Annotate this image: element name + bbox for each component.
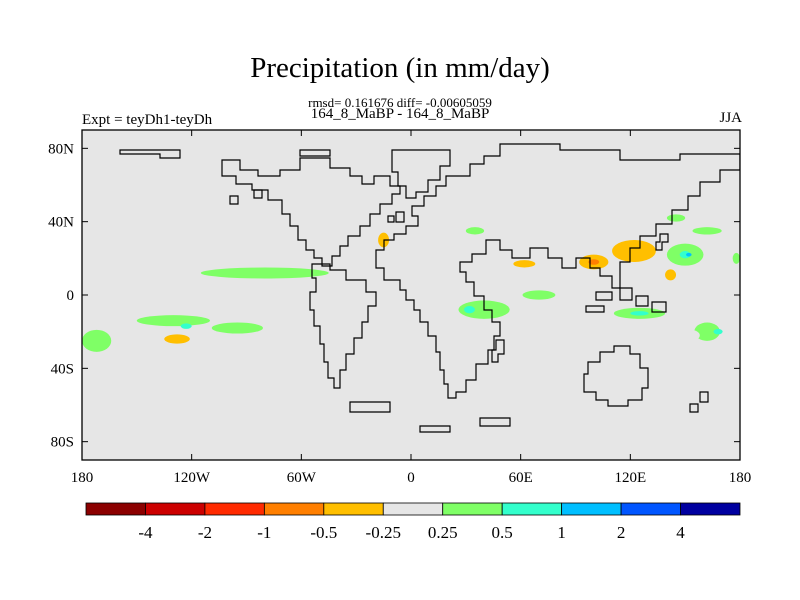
anomaly-15 [389,197,415,209]
coastline-north-america [221,157,401,267]
anomaly-29 [588,259,600,265]
anomaly-6 [202,340,254,352]
y-tick-label-2: 0 [67,288,75,304]
anomaly-8 [136,315,210,327]
anomaly-36 [679,251,691,259]
coastline-new-zealand [689,391,709,413]
axis-ticks: 180 120W 60W 0 60E 120E 180 80N 40N 0 40S 80S [48,130,751,486]
coastline-eurasia-africa [375,143,740,399]
colorbar-label-1: -2 [198,523,212,542]
anomaly-9 [180,323,192,329]
x-tick-label-4: 60E [509,470,533,486]
coastline-maritime [585,287,667,313]
colorbar-swatch-4 [323,502,384,516]
anomaly-30 [612,240,656,262]
anomaly-43 [713,328,723,335]
anomaly-37 [686,252,692,257]
anomaly-layer [82,174,740,385]
anomaly-17 [431,251,454,266]
anomaly-10 [211,322,263,334]
x-tick-label-6: 180 [729,470,752,486]
x-tick-label-5: 120E [614,470,646,486]
colorbar-label-7: 1 [557,523,566,542]
coastline-madagascar [491,339,505,363]
colorbar-label-6: 0.5 [492,523,513,542]
coastline-british-isles [387,211,405,223]
anomaly-0 [208,174,231,189]
anomaly-11 [82,329,112,352]
colorbar-swatch-1 [145,502,206,516]
x-tick-label-2: 60W [287,470,317,486]
anomaly-42 [694,322,720,341]
anomaly-22 [464,306,475,314]
x-tick-label-1: 120W [173,470,211,486]
anomaly-34 [666,214,686,222]
anomaly-32 [665,269,677,281]
coastline-arctic-islands [119,149,331,205]
colorbar-swatch-6 [442,502,503,516]
experiment-label: Expt = teyDh1-teyDh [82,112,213,128]
colorbar-swatch-2 [204,502,265,516]
anomaly-18 [357,252,373,264]
coastline-greenland [391,149,451,199]
colorbar-swatch-10 [680,502,741,516]
y-tick-label-1: 40N [48,215,74,231]
coastline-japan [655,233,669,251]
x-tick-label-0: 180 [71,470,94,486]
coastline-south-america [309,263,377,389]
colorbar-swatch-5 [382,502,444,516]
anomaly-3 [100,318,130,334]
y-tick-label-3: 40S [51,361,74,377]
anomaly-23 [522,290,556,300]
anomaly-20 [465,227,485,235]
runs-subtitle: 164_8_MaBP - 164_8_MaBP [310,106,490,122]
anomaly-7 [200,267,329,279]
coastlines [119,143,740,433]
anomaly-39 [630,311,649,316]
colorbar-label-8: 2 [617,523,626,542]
colorbar-swatch-3 [263,502,325,516]
colorbar-swatch-0 [85,502,146,516]
coastline-antarctica [349,401,511,433]
anomaly-41 [601,304,616,312]
anomaly-5 [164,334,190,344]
colorbar-label-9: 4 [676,523,685,542]
chart-title: Precipitation (in mm/day) [250,52,550,84]
anomaly-40 [570,309,589,318]
colorbar-label-2: -1 [257,523,271,542]
anomaly-44 [681,329,700,341]
anomaly-19 [453,278,468,290]
colorbar-label-3: -0.5 [310,523,337,542]
anomaly-12 [339,377,355,385]
anomaly-1 [89,210,112,218]
y-tick-label-4: 80S [51,435,74,451]
anomaly-45 [732,252,740,264]
stats-subtitle: rmsd= 0.161676 diff= -0.00605059 [308,95,492,110]
colorbar-swatch-9 [620,502,681,516]
map-background [82,130,740,460]
colorbar-label-0: -4 [138,523,153,542]
anomaly-33 [692,227,722,235]
colorbar-swatch-7 [501,502,563,516]
colorbar-label-5: 0.25 [428,523,458,542]
colorbar-label-4: -0.25 [366,523,401,542]
anomaly-26 [548,238,585,253]
y-tick-label-0: 80N [48,141,74,157]
coastline-australia [583,345,649,407]
anomaly-25 [513,260,536,268]
colorbar: -4 -2 -1 -0.5 -0.25 0.25 0.5 1 2 4 [85,502,741,542]
anomaly-2 [94,254,125,262]
season-label: JJA [719,110,742,126]
x-tick-label-3: 0 [407,470,415,486]
colorbar-swatch-8 [561,502,622,516]
